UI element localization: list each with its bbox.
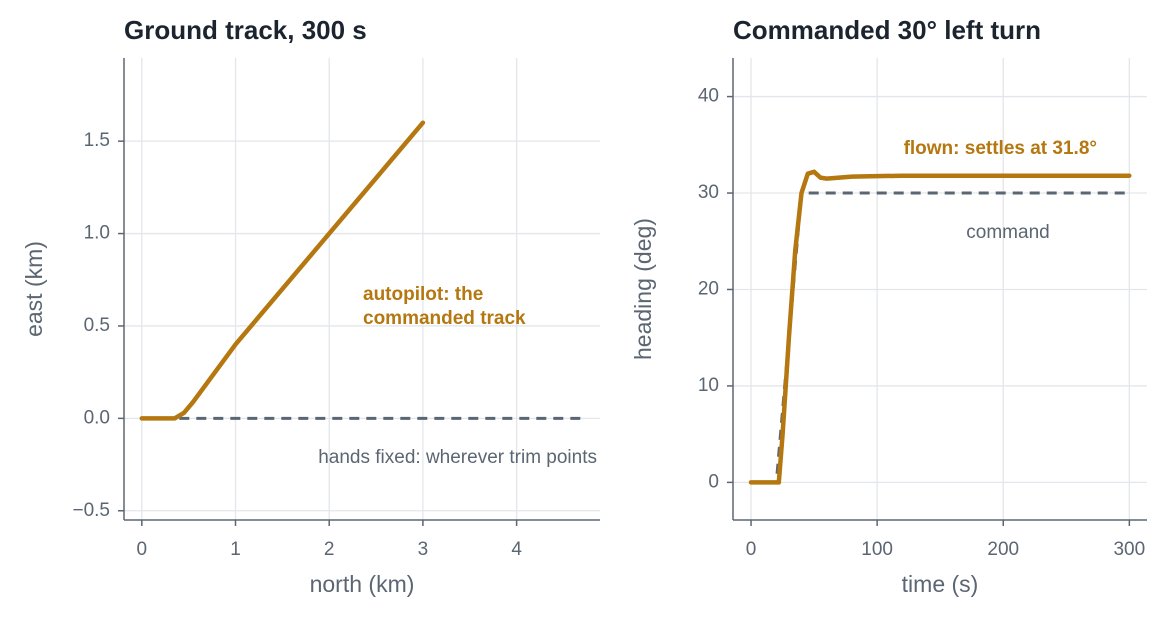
y-tick-label: −0.5 xyxy=(72,500,110,521)
y-tick-label: 40 xyxy=(698,86,719,107)
annotation: autopilot: the xyxy=(363,284,483,305)
chart-title: Commanded 30° left turn xyxy=(733,15,1041,45)
x-tick-label: 3 xyxy=(418,539,429,560)
x-tick-label: 300 xyxy=(1113,539,1145,560)
x-tick-label: 0 xyxy=(137,539,148,560)
annotation: flown: settles at 31.8° xyxy=(904,138,1097,159)
series-line xyxy=(751,191,1130,484)
y-tick-label: 0 xyxy=(708,471,719,492)
x-tick-label: 4 xyxy=(511,539,522,560)
x-tick-label: 100 xyxy=(861,539,893,560)
annotation: commanded track xyxy=(363,308,526,329)
x-tick-label: 2 xyxy=(324,539,335,560)
x-axis-label: time (s) xyxy=(902,571,979,597)
series-line xyxy=(139,120,426,421)
x-tick-label: 1 xyxy=(230,539,241,560)
y-tick-label: 1.5 xyxy=(84,130,110,151)
y-tick-label: 1.0 xyxy=(84,223,110,244)
y-axis-label: east (km) xyxy=(21,241,47,337)
y-tick-label: 0.5 xyxy=(84,315,110,336)
y-tick-label: 20 xyxy=(698,278,719,299)
y-tick-label: 30 xyxy=(698,182,719,203)
y-tick-label: 0.0 xyxy=(84,407,110,428)
annotation: hands fixed: wherever trim points xyxy=(318,447,597,468)
annotation: command xyxy=(966,222,1049,243)
y-axis-label: heading (deg) xyxy=(630,218,656,360)
y-tick-label: 10 xyxy=(698,375,719,396)
x-tick-label: 200 xyxy=(987,539,1019,560)
x-tick-label: 0 xyxy=(746,539,757,560)
series-line xyxy=(748,169,1132,485)
chart-title: Ground track, 300 s xyxy=(124,15,367,45)
x-axis-label: north (km) xyxy=(310,571,415,597)
